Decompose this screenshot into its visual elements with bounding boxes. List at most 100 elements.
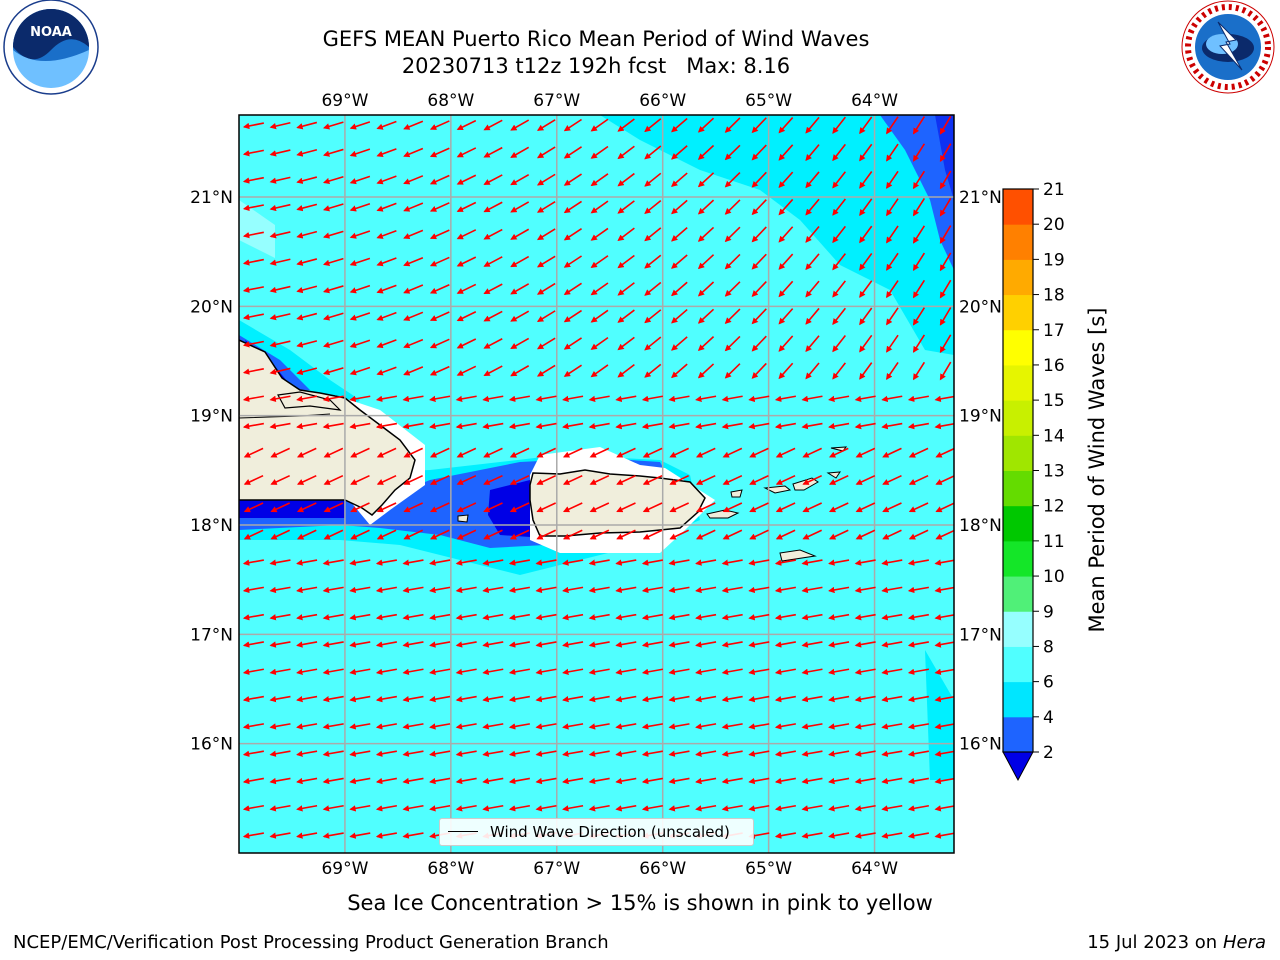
wind-wave-arrow [456, 502, 477, 513]
wind-wave-arrow [935, 529, 954, 540]
wind-wave-arrow [641, 586, 663, 594]
wind-wave-arrow [749, 447, 769, 458]
wind-wave-arrow [751, 199, 767, 216]
wind-wave-arrow [695, 750, 717, 757]
wind-wave-arrow [509, 474, 530, 485]
wind-wave-arrow [269, 367, 291, 375]
wind-wave-arrow [721, 723, 743, 730]
wind-wave-arrow [482, 777, 504, 785]
wind-wave-arrow [589, 474, 610, 485]
wind-wave-arrow [508, 695, 530, 703]
wind-wave-arrow [349, 695, 371, 703]
wind-wave-arrow [349, 613, 371, 621]
wind-wave-arrow [562, 559, 584, 566]
lon-label-top: 66°W [639, 91, 686, 111]
wind-wave-arrow [535, 695, 557, 703]
wind-wave-arrow [802, 529, 823, 540]
wind-wave-arrow [695, 474, 716, 485]
wind-wave-arrow [349, 559, 371, 566]
wind-wave-arrow [775, 474, 796, 485]
wind-wave-arrow [588, 695, 610, 703]
wind-wave-arrow [641, 641, 663, 648]
colorbar-tick-label: 13 [1043, 462, 1065, 482]
wind-wave-arrow [536, 228, 556, 241]
wind-wave-arrow [509, 529, 530, 540]
wind-wave-arrow [535, 668, 557, 675]
wind-wave-arrow [721, 804, 743, 812]
wind-wave-arrow [749, 529, 769, 540]
wind-wave-arrow [801, 804, 823, 812]
wind-wave-arrow [617, 254, 635, 269]
wind-wave-arrow [242, 750, 264, 757]
wind-wave-arrow [323, 474, 344, 485]
wind-wave-arrow [644, 309, 662, 324]
colorbar-tick-label: 11 [1043, 532, 1065, 552]
wind-wave-arrow [510, 201, 530, 213]
wind-wave-arrow [907, 395, 929, 402]
wind-wave-arrow [510, 228, 530, 240]
wind-wave-arrow [535, 559, 557, 566]
wind-wave-arrow [934, 832, 954, 839]
wind-wave-arrow [912, 143, 926, 162]
colorbar-segment [1003, 294, 1033, 331]
wind-wave-arrow [508, 586, 530, 594]
wind-wave-arrow [269, 422, 291, 430]
wind-wave-arrow [939, 143, 952, 163]
wind-wave-arrow [641, 422, 663, 430]
wind-wave-arrow [563, 337, 582, 350]
wind-wave-arrow [349, 750, 371, 757]
wind-wave-arrow [908, 447, 929, 458]
wind-wave-arrow [456, 229, 477, 240]
wind-wave-arrow [828, 474, 849, 485]
wind-wave-arrow [751, 281, 767, 297]
wind-wave-arrow [588, 613, 610, 621]
wind-wave-arrow [774, 586, 796, 594]
wind-wave-arrow [721, 641, 743, 648]
wind-wave-arrow [828, 777, 850, 785]
wind-wave-arrow [350, 474, 370, 485]
wind-wave-arrow [535, 777, 557, 785]
wind-wave-arrow [671, 199, 688, 215]
wind-wave-arrow [939, 307, 952, 326]
wind-wave-arrow [296, 148, 318, 157]
wind-wave-arrow [242, 777, 264, 785]
wind-wave-arrow [801, 559, 823, 566]
wind-wave-arrow [350, 447, 370, 458]
wind-wave-arrow [617, 309, 635, 323]
wind-wave-arrow [722, 447, 743, 458]
wind-wave-arrow [588, 750, 610, 757]
wind-wave-arrow [270, 502, 291, 513]
wind-wave-arrow [536, 200, 556, 213]
wind-wave-arrow [886, 225, 899, 244]
wind-wave-arrow [805, 198, 820, 216]
wind-wave-arrow [590, 118, 609, 132]
noaa-logo-text: NOAA [30, 25, 72, 40]
wind-wave-arrow [854, 750, 876, 757]
wind-wave-arrow [881, 586, 903, 594]
wind-wave-arrow [376, 339, 397, 349]
wind-wave-arrow [642, 447, 663, 458]
legend-label: Wind Wave Direction (unscaled) [490, 823, 730, 841]
wind-wave-arrow [588, 641, 610, 648]
wind-wave-arrow [403, 284, 424, 294]
wind-wave-arrow [402, 804, 424, 812]
wind-wave-arrow [456, 311, 477, 322]
wind-wave-arrow [724, 172, 741, 188]
wind-wave-arrow [939, 252, 952, 272]
wind-wave-arrow [721, 750, 743, 757]
wind-wave-arrow [483, 283, 503, 295]
wind-wave-arrow [482, 641, 504, 648]
wind-wave-arrow [535, 586, 557, 594]
wind-wave-arrow [590, 309, 609, 323]
wind-wave-arrow [376, 257, 397, 267]
wind-wave-arrow [859, 307, 873, 326]
wind-wave-arrow [242, 695, 264, 703]
wind-wave-arrow [349, 148, 371, 157]
wind-wave-arrow [854, 395, 876, 402]
wind-wave-arrow [269, 121, 291, 130]
wind-wave-arrow [429, 723, 451, 730]
wind-wave-arrow [641, 395, 663, 402]
legend-line-sample [448, 831, 478, 832]
wind-wave-arrow [269, 203, 291, 212]
